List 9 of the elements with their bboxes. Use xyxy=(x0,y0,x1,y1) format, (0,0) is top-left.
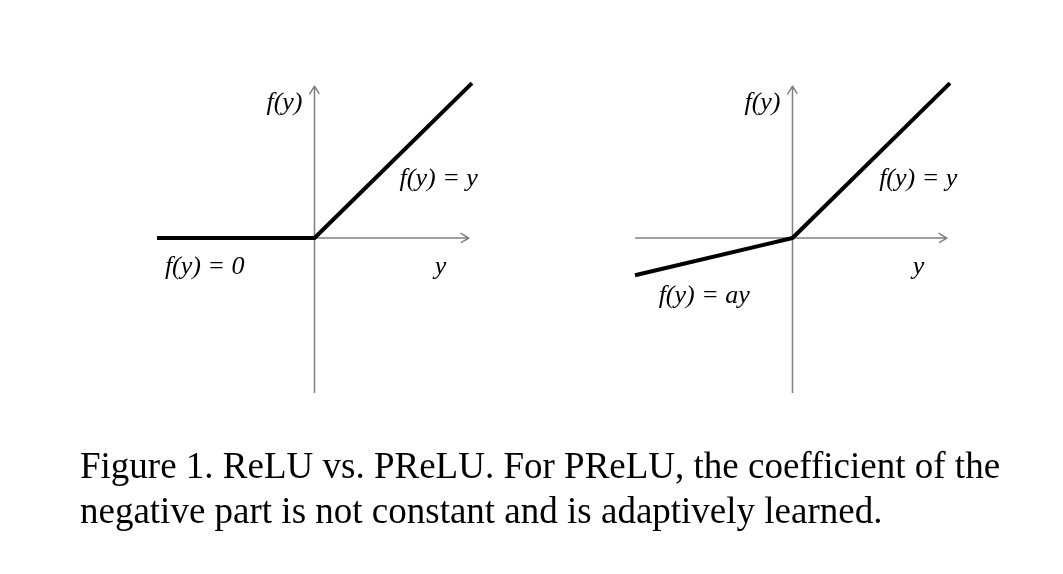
caption: Figure 1. ReLU vs. PReLU. For PReLU, the coefficient of the negative part is not constant and is adaptively learned. xyxy=(80,444,1001,531)
y-axis-title: f(y) xyxy=(744,86,781,116)
text: f(y) = ay xyxy=(658,280,751,310)
text: f(y) = 0 xyxy=(164,250,245,280)
x-axis-title: y xyxy=(431,250,447,280)
x-axis-title: y xyxy=(909,250,925,280)
y-axis-title: f(y) xyxy=(266,86,303,116)
annotation: f(y) = y xyxy=(399,162,479,192)
annotation: f(y) = y xyxy=(879,162,958,192)
